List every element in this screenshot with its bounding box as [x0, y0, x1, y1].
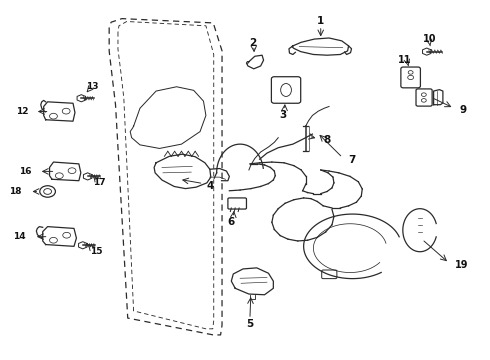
- Text: 19: 19: [455, 260, 468, 270]
- Text: 6: 6: [228, 217, 235, 227]
- Text: 14: 14: [14, 232, 26, 241]
- Text: 3: 3: [279, 110, 287, 120]
- Text: 12: 12: [16, 107, 28, 116]
- Text: 18: 18: [9, 187, 21, 196]
- Text: 2: 2: [249, 38, 256, 48]
- Text: 11: 11: [397, 55, 411, 65]
- Text: 17: 17: [93, 177, 106, 186]
- Text: 5: 5: [246, 319, 253, 329]
- Text: 15: 15: [90, 247, 102, 256]
- Text: 16: 16: [20, 167, 32, 176]
- Text: 1: 1: [317, 17, 324, 27]
- Text: 8: 8: [323, 135, 330, 145]
- Text: 13: 13: [86, 82, 99, 91]
- Text: 4: 4: [206, 181, 214, 191]
- Text: 10: 10: [423, 35, 437, 44]
- Text: 9: 9: [460, 105, 467, 116]
- Text: 7: 7: [348, 155, 356, 165]
